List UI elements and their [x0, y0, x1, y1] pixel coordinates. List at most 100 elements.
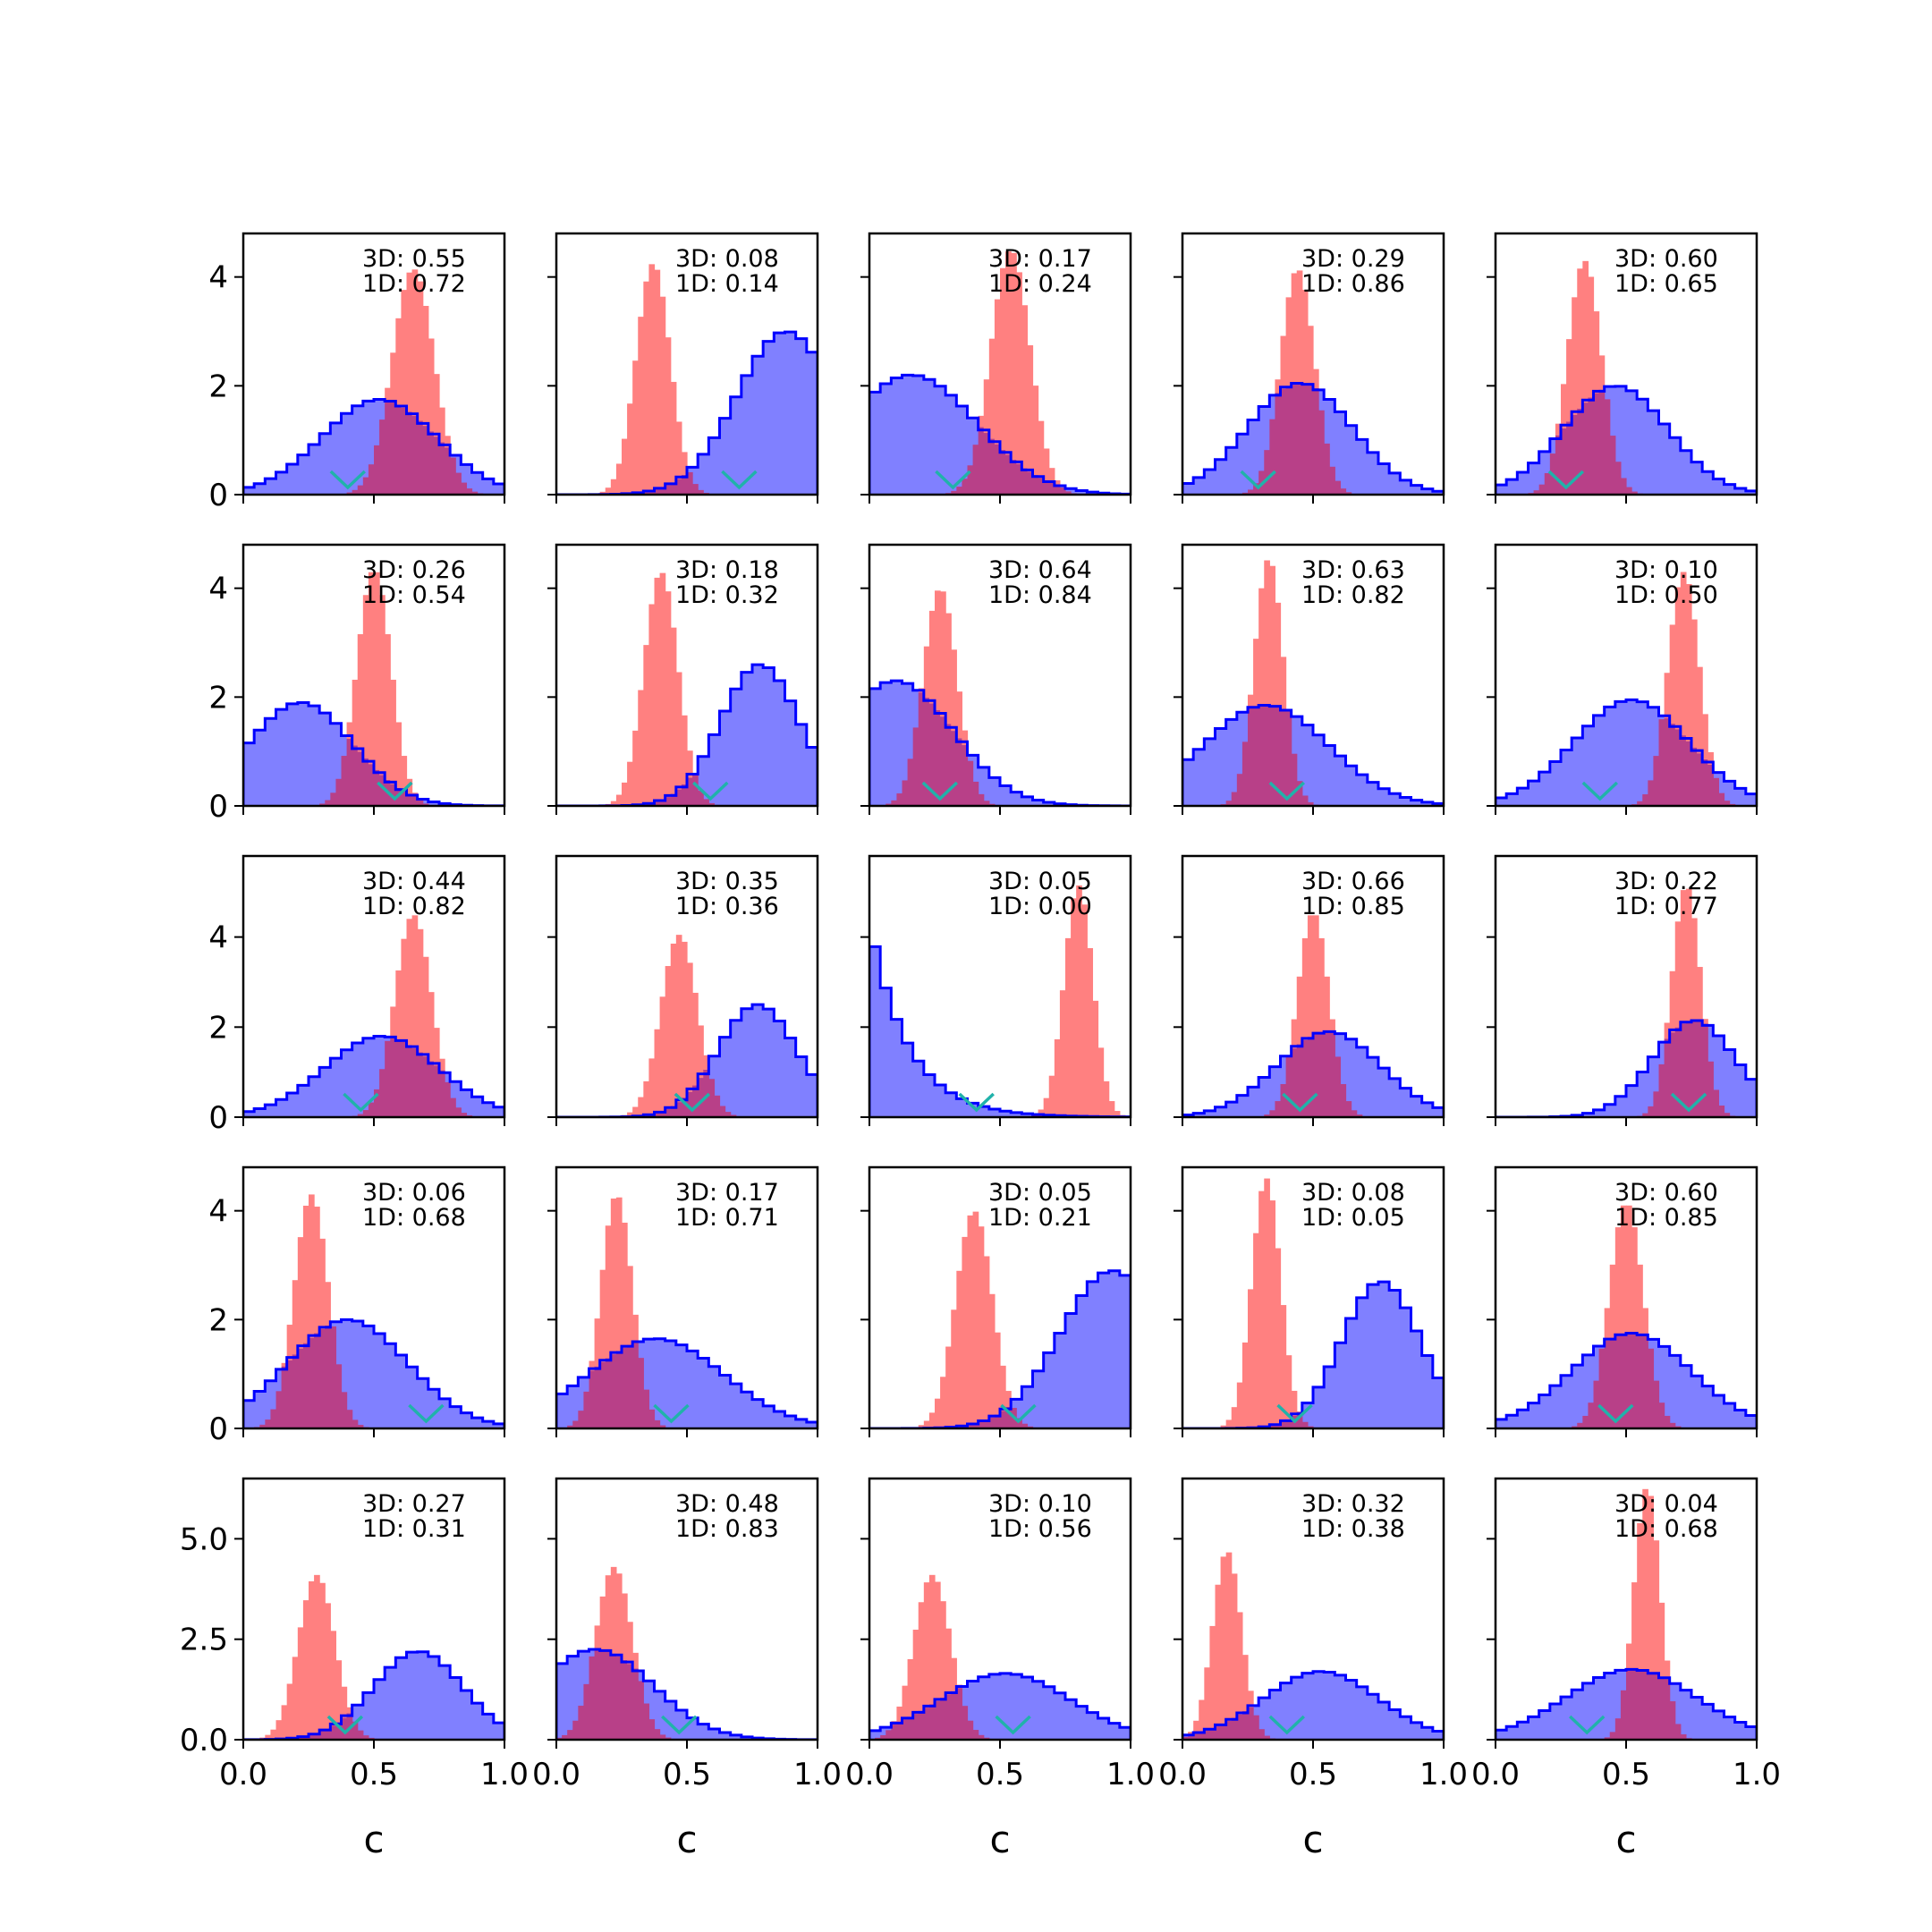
overlap-histogram-bar [406, 793, 413, 806]
blue-histogram-bar [763, 1009, 775, 1117]
red-histogram-bar [406, 272, 413, 412]
x-tick-label: 0.0 [219, 1757, 267, 1792]
overlap-histogram-bar [1253, 1715, 1259, 1740]
overlap-histogram-bar [1193, 1733, 1199, 1740]
overlap-histogram-bar [352, 1419, 359, 1428]
blue-histogram-bar [1528, 462, 1540, 495]
overlap-histogram-bar [1248, 489, 1254, 495]
red-histogram-bar [1669, 970, 1676, 1033]
blue-histogram-bar [763, 1405, 775, 1428]
red-histogram-bar [967, 1215, 974, 1425]
overlap-histogram-bar [1231, 792, 1238, 806]
overlap-histogram-bar [1329, 466, 1335, 495]
panel-plot-area [243, 915, 504, 1117]
annotation-3d: 3D: 0.08 [675, 245, 779, 273]
overlap-histogram-bar [1702, 1023, 1708, 1117]
blue-histogram-bar [309, 444, 320, 495]
red-histogram-bar [648, 264, 656, 491]
overlap-histogram-bar [461, 1113, 468, 1117]
red-histogram-bar [281, 1362, 288, 1367]
red-histogram-bar [1225, 1419, 1233, 1428]
annotation-3d: 3D: 0.35 [675, 868, 779, 895]
overlap-histogram-bar [978, 1734, 985, 1740]
blue-histogram-bar [243, 742, 255, 806]
blue-histogram-bar [1335, 1674, 1347, 1740]
red-histogram-bar [281, 1705, 288, 1739]
red-histogram-bar [940, 591, 946, 717]
overlap-histogram-bar [1669, 1701, 1676, 1740]
x-axis-label: c [676, 1818, 697, 1861]
blue-histogram-bar [1087, 1712, 1099, 1740]
blue-histogram-bar [254, 1108, 266, 1117]
overlap-histogram-bar [967, 465, 974, 495]
overlap-histogram-bar [578, 1411, 585, 1428]
blue-histogram-bar [1108, 1723, 1121, 1740]
blue-histogram-bar [935, 386, 946, 495]
red-histogram-bar [610, 1566, 617, 1654]
overlap-histogram-bar [1043, 480, 1050, 495]
blue-histogram-bar [1335, 756, 1347, 806]
overlap-histogram-bar [1340, 488, 1347, 495]
v-marker [1268, 781, 1306, 801]
red-histogram-bar [319, 1582, 326, 1732]
blue-histogram-bar [1389, 793, 1401, 806]
overlap-histogram-bar [325, 1325, 331, 1428]
red-histogram-bar [988, 1293, 996, 1418]
blue-histogram-bar [482, 1714, 495, 1740]
overlap-histogram-bar [923, 1707, 930, 1740]
panel-plot-area [1182, 1178, 1444, 1428]
v-marker [1597, 1403, 1634, 1424]
overlap-histogram-bar [461, 482, 468, 495]
annotation-1d: 1D: 0.14 [675, 270, 779, 298]
blue-histogram-bar [1745, 1415, 1757, 1428]
red-histogram-bar [1016, 272, 1022, 464]
blue-histogram-bar [741, 1736, 753, 1740]
blue-histogram-outline [1182, 382, 1444, 495]
blue-histogram-bar [1411, 1096, 1423, 1117]
annotation-3d: 3D: 0.63 [1301, 556, 1405, 584]
overlap-histogram-bar [562, 1734, 568, 1740]
blue-histogram-bar [1549, 761, 1562, 806]
blue-histogram-bar [1032, 1681, 1045, 1740]
annotation-1d: 1D: 0.00 [988, 893, 1092, 920]
overlap-histogram-bar [918, 692, 925, 806]
overlap-histogram-bar [918, 1710, 925, 1740]
red-histogram-bar [1324, 976, 1330, 1032]
overlap-histogram-bar [1253, 706, 1259, 806]
blue-histogram-bar [1000, 1111, 1012, 1117]
blue-histogram-bar [1549, 1385, 1562, 1428]
overlap-histogram-bar [1707, 765, 1714, 806]
overlap-histogram-bar [1658, 1402, 1665, 1428]
panel-plot-area [1182, 270, 1444, 495]
red-histogram-bar [422, 956, 429, 1057]
red-histogram-bar [665, 337, 672, 486]
blue-histogram-bar [556, 1663, 568, 1740]
overlap-histogram-bar [615, 1656, 623, 1740]
blue-histogram-bar [752, 356, 764, 495]
overlap-histogram-bar [1642, 794, 1648, 806]
annotation-3d: 3D: 0.66 [1301, 868, 1405, 895]
overlap-histogram-bar [967, 1424, 974, 1428]
red-histogram-bar [918, 1425, 925, 1428]
red-histogram-bar [314, 1207, 320, 1334]
overlap-histogram-bar [627, 1344, 633, 1428]
red-histogram-bar [632, 1106, 639, 1117]
overlap-histogram-bar [1275, 1423, 1282, 1428]
blue-histogram-bar [309, 706, 320, 806]
blue-histogram-bar [1528, 781, 1540, 806]
overlap-histogram-bar [1301, 795, 1309, 806]
red-histogram-bar [675, 421, 682, 479]
red-histogram-bar [1253, 639, 1259, 707]
overlap-histogram-bar [698, 1078, 704, 1117]
overlap-histogram-bar [1588, 1402, 1595, 1428]
overlap-histogram-bar [471, 491, 479, 495]
red-histogram-bar [1614, 1227, 1622, 1336]
overlap-histogram-bar [1631, 1669, 1638, 1740]
overlap-histogram-bar [670, 1106, 677, 1117]
red-histogram-bar [1248, 694, 1254, 708]
blue-histogram-bar [1345, 766, 1358, 806]
